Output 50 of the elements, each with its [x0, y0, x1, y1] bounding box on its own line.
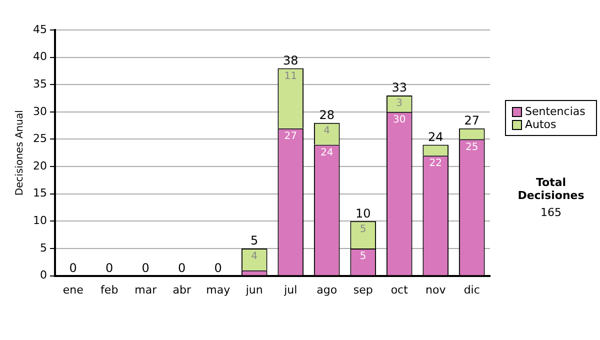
y-tick-label: 40	[32, 50, 47, 64]
text: Total Decisiones	[516, 176, 586, 202]
y-tick-label: 35	[32, 77, 47, 90]
y-tick-label: 20	[32, 159, 47, 172]
y-tick-label: 15	[32, 186, 47, 200]
text: 165	[540, 206, 562, 219]
total-label: 33	[392, 80, 408, 95]
total-label: 10	[355, 206, 371, 220]
data-label: 5	[360, 251, 366, 262]
x-tick-label: jul	[283, 283, 298, 296]
total-label: 0	[69, 260, 77, 275]
total-label: 28	[319, 108, 335, 122]
data-label: 27	[284, 130, 297, 142]
y-tick-label: 5	[40, 241, 47, 254]
y-tick-label: 10	[32, 214, 47, 228]
total-label: 0	[142, 260, 150, 275]
data-label: 5	[360, 224, 366, 235]
x-tick-label: sep	[353, 283, 373, 296]
x-tick-label: dic	[464, 283, 480, 296]
x-tick-label: oct	[390, 283, 409, 296]
data-label: 4	[324, 125, 330, 136]
y-tick-label: 0	[40, 268, 47, 282]
total-label: 24	[428, 130, 444, 144]
data-label: 11	[284, 70, 297, 82]
x-tick-label: ene	[62, 283, 84, 296]
total-label: 0	[178, 260, 186, 275]
data-label: 22	[429, 158, 442, 170]
y-tick-label: 25	[32, 132, 47, 146]
y-axis-title: Decisiones Anual	[14, 110, 26, 196]
total-label: 0	[106, 260, 114, 275]
x-tick-label: may	[206, 283, 231, 296]
data-label: 25	[466, 142, 478, 153]
data-label: 24	[320, 147, 334, 158]
y-tick-label: 45	[32, 22, 47, 36]
x-tick-label: ago	[316, 283, 338, 296]
total-label: 5	[250, 234, 258, 248]
data-label: 3	[396, 98, 403, 110]
y-tick-label: 30	[32, 104, 47, 118]
data-label: 4	[251, 251, 258, 262]
x-tick-label: abr	[172, 283, 192, 296]
x-tick-label: jun	[244, 283, 263, 296]
total-label: 38	[282, 53, 298, 68]
x-tick-label: mar	[134, 283, 158, 296]
total-label: 0	[214, 260, 222, 275]
data-label: 30	[393, 114, 406, 126]
x-tick-label: feb	[100, 283, 118, 296]
legend-label: Autos	[525, 118, 556, 131]
x-tick-label: nov	[426, 283, 446, 296]
total-label: 27	[464, 113, 480, 128]
legend-label: Sentencias	[525, 105, 586, 118]
